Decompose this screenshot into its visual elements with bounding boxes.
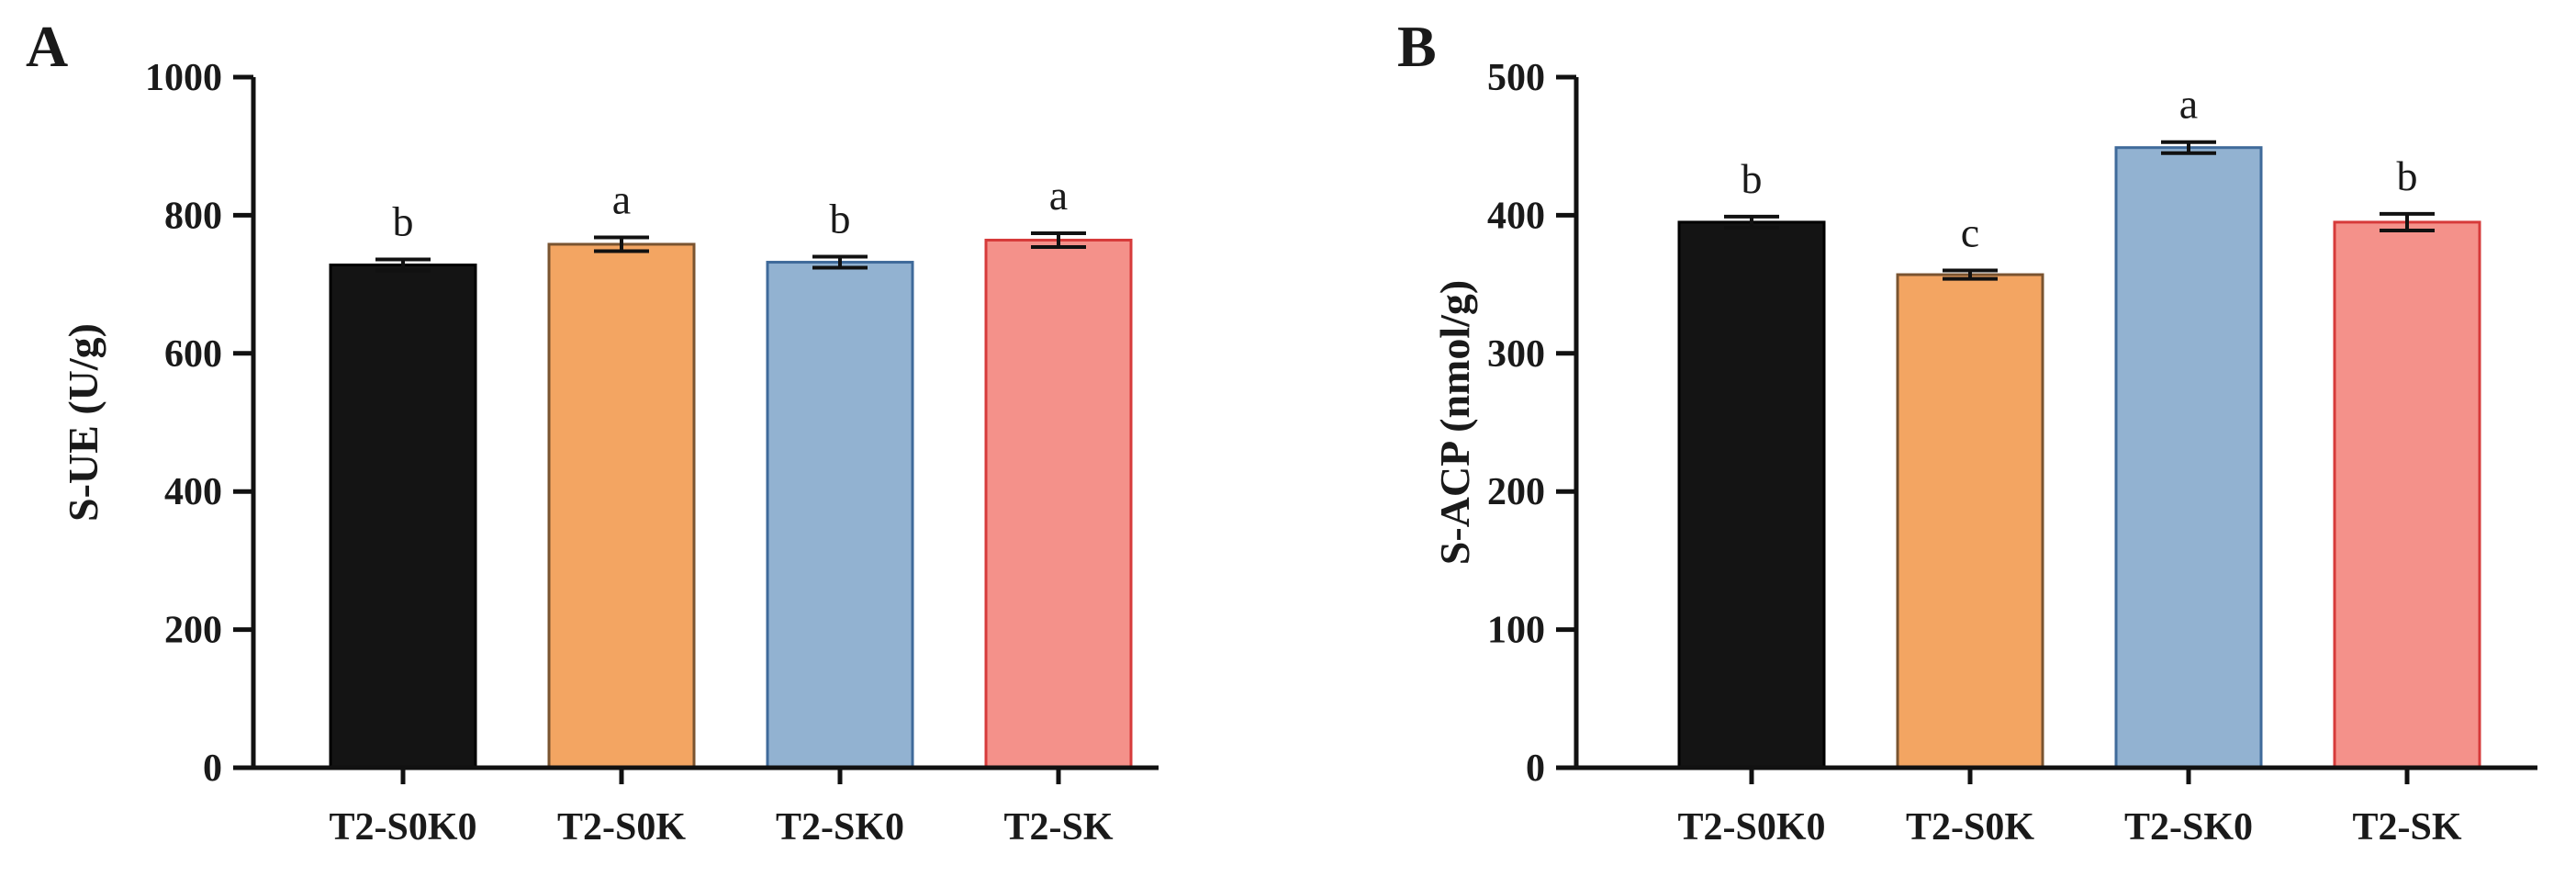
significance-letter: b — [393, 198, 414, 245]
bar-t2-sk — [2333, 220, 2481, 770]
x-tick-label: T2-SK0 — [776, 806, 904, 849]
y-axis-label: S-UE (U/g) — [60, 323, 106, 522]
bar-t2-s0k0 — [329, 264, 477, 770]
y-tick-label: 800 — [164, 195, 222, 237]
y-tick-label: 400 — [164, 471, 222, 513]
x-tick-label: T2-S0K — [1906, 806, 2034, 849]
x-tick-label: T2-SK — [1003, 806, 1113, 849]
x-tick-label: T2-S0K0 — [329, 806, 476, 849]
y-tick-label: 200 — [164, 610, 222, 652]
y-tick-label: 500 — [1487, 57, 1545, 99]
significance-letter: a — [2179, 81, 2198, 128]
y-tick-label: 600 — [164, 333, 222, 376]
panel-b: B S-ACP (nmol/g)bT2-S0K0cT2-S0KaT2-SK0bT… — [1397, 14, 2537, 849]
significance-letter: a — [612, 175, 631, 222]
y-axis-label: S-ACP (nmol/g) — [1431, 280, 1478, 566]
bar-t2-sk0 — [766, 261, 914, 770]
x-tick-label: T2-SK0 — [2124, 806, 2253, 849]
panel-a: A S-UE (U/g)bT2-S0K0aT2-S0KbT2-SK0aT2-SK… — [26, 14, 1159, 849]
significance-letter: a — [1049, 172, 1068, 219]
panel-a-letter: A — [26, 14, 68, 79]
y-tick-label: 300 — [1487, 333, 1545, 376]
bar-t2-s0k0 — [1677, 220, 1826, 770]
bar-t2-s0k — [547, 242, 696, 770]
y-tick-label: 400 — [1487, 195, 1545, 237]
bar-t2-sk0 — [2114, 146, 2263, 770]
y-tick-label: 100 — [1487, 610, 1545, 652]
significance-letter: c — [1961, 209, 1979, 256]
significance-letter: b — [1742, 155, 1763, 202]
x-tick-label: T2-S0K — [557, 806, 686, 849]
significance-letter: b — [2397, 152, 2418, 199]
significance-letter: b — [830, 196, 851, 242]
y-tick-label: 0 — [1526, 748, 1545, 790]
x-tick-label: T2-SK — [2352, 806, 2461, 849]
bar-t2-s0k — [1896, 273, 2044, 770]
x-tick-label: T2-S0K0 — [1677, 806, 1825, 849]
bar-t2-sk — [984, 238, 1133, 770]
y-tick-label: 1000 — [145, 57, 222, 99]
panel-b-letter: B — [1397, 14, 1437, 79]
y-tick-label: 200 — [1487, 471, 1545, 513]
y-tick-label: 0 — [203, 748, 222, 790]
